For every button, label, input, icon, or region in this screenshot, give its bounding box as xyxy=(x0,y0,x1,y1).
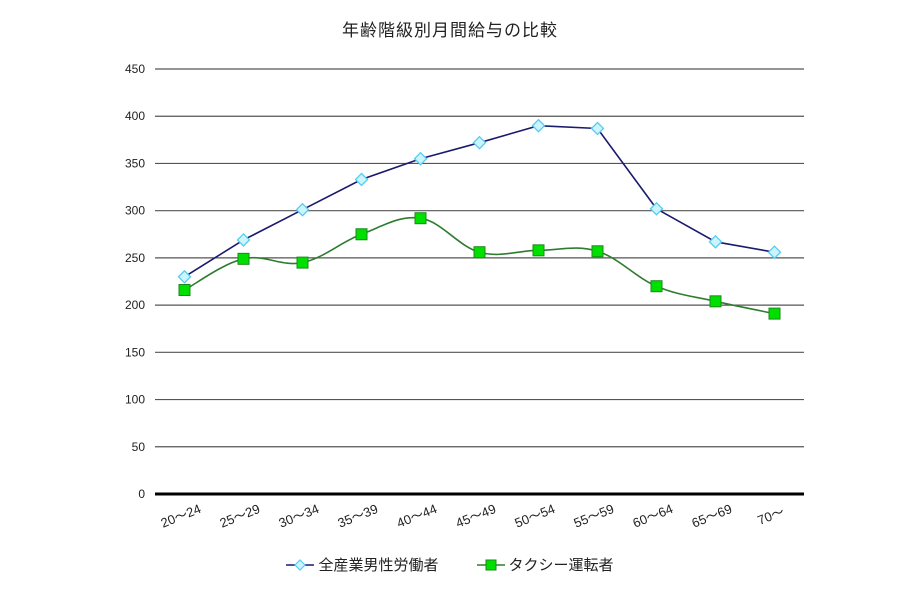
series-taxi-driver xyxy=(178,212,781,320)
x-axis-ticks: 20～24 25～29 30～34 35～39 40～44 45～49 50～54 55～59… xyxy=(159,501,787,531)
square-marker-icon xyxy=(473,246,486,259)
square-marker-icon xyxy=(237,252,250,265)
x-tick-label: 55～59 xyxy=(572,501,616,531)
line-chart: 0 50 100 150 200 250 300 350 400 450 20～24 25～29 30… xyxy=(125,62,804,531)
legend: 全産業男性労働者 タクシー運転者 xyxy=(0,554,900,575)
diamond-marker-icon xyxy=(295,202,310,217)
diamond-marker-icon xyxy=(286,558,315,571)
legend-item-taxi-driver: タクシー運転者 xyxy=(476,554,614,575)
legend-label: 全産業男性労働者 xyxy=(318,556,439,574)
diamond-marker-icon xyxy=(708,234,723,249)
y-axis-ticks: 0 50 100 150 200 250 300 350 400 450 xyxy=(125,62,145,501)
y-tick-label: 350 xyxy=(125,156,145,170)
x-tick-label: 60～64 xyxy=(631,501,675,531)
square-marker-icon xyxy=(768,307,781,320)
gridlines xyxy=(155,68,804,496)
square-marker-icon xyxy=(476,559,505,570)
square-marker-icon xyxy=(650,280,663,293)
y-tick-label: 50 xyxy=(132,440,146,454)
y-tick-label: 0 xyxy=(138,487,145,501)
x-tick-label: 25～29 xyxy=(218,501,262,531)
diamond-marker-icon xyxy=(472,135,487,150)
diamond-marker-icon xyxy=(531,118,546,133)
x-tick-label: 50～54 xyxy=(513,501,557,531)
square-marker-icon xyxy=(532,244,545,257)
diamond-marker-icon xyxy=(649,201,664,216)
square-marker-icon xyxy=(355,228,368,241)
square-marker-icon xyxy=(178,284,191,296)
legend-label: タクシー運転者 xyxy=(508,556,614,574)
y-tick-label: 400 xyxy=(125,109,145,123)
data-series xyxy=(177,118,782,320)
legend-item-all-industry-male: 全産業男性労働者 xyxy=(286,554,439,575)
y-tick-label: 300 xyxy=(125,204,145,218)
square-marker-icon xyxy=(414,212,427,225)
diamond-marker-icon xyxy=(590,121,605,136)
square-marker-icon xyxy=(591,245,604,258)
chart-title: 年齢階級別月間給与の比較 xyxy=(342,21,558,41)
y-tick-label: 450 xyxy=(125,62,145,76)
square-marker-icon xyxy=(709,295,722,308)
diamond-marker-icon xyxy=(767,245,782,260)
diamond-marker-icon xyxy=(413,151,428,166)
y-tick-label: 200 xyxy=(125,298,145,312)
diamond-marker-icon xyxy=(177,269,192,284)
y-tick-label: 250 xyxy=(125,251,145,265)
x-tick-label: 70～ xyxy=(755,504,786,528)
diamond-marker-icon xyxy=(354,172,369,187)
x-tick-label: 65～69 xyxy=(690,501,734,531)
y-tick-label: 150 xyxy=(125,345,145,359)
square-marker-icon xyxy=(296,256,309,269)
y-tick-label: 100 xyxy=(125,393,145,407)
x-tick-label: 45～49 xyxy=(454,501,498,531)
x-tick-label: 35～39 xyxy=(336,501,380,531)
x-tick-label: 30～34 xyxy=(277,501,321,531)
x-tick-label: 20～24 xyxy=(159,501,203,531)
x-tick-label: 40～44 xyxy=(395,501,439,531)
diamond-marker-icon xyxy=(236,233,251,247)
series-all-industry-male xyxy=(177,118,782,284)
